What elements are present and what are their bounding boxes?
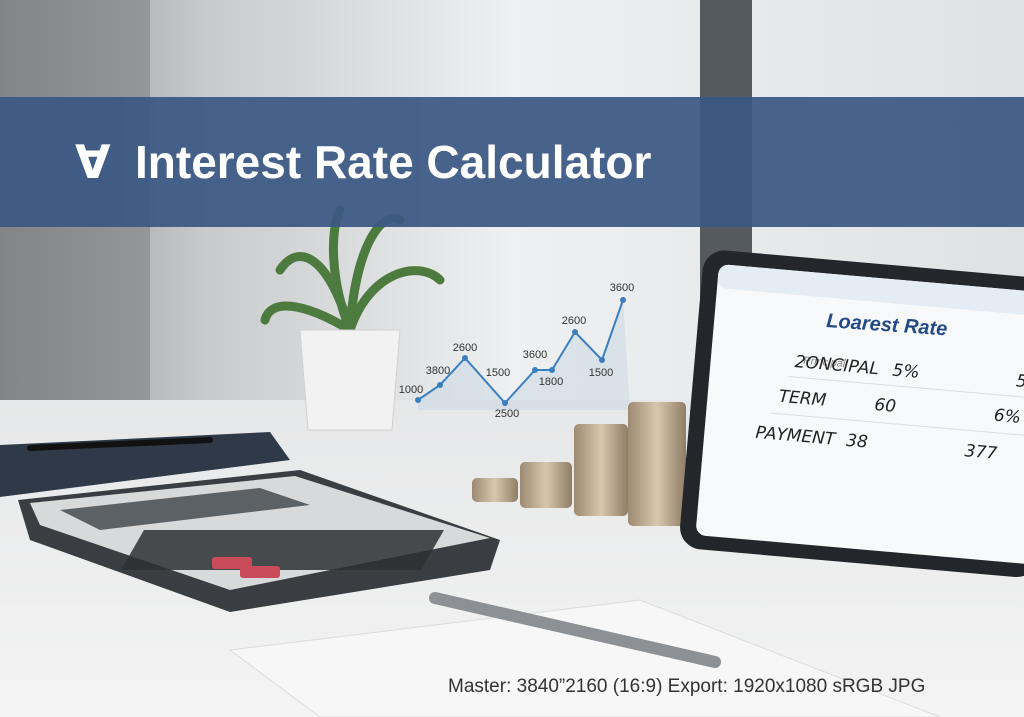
chart-label: 3600 <box>523 349 547 361</box>
row-cell: 377 <box>964 441 998 464</box>
chart-label: 1800 <box>539 376 563 388</box>
decor-path <box>27 437 213 451</box>
chart-label: 2500 <box>495 408 519 420</box>
row-cell: 6% <box>993 406 1022 428</box>
row-cell: 5 <box>1015 371 1024 392</box>
decor-rect <box>574 424 628 516</box>
decor-path <box>260 205 445 335</box>
row-cell: 60 <box>874 395 897 417</box>
decor-circle <box>549 367 555 373</box>
chart-label: 1000 <box>399 384 423 396</box>
decor-path <box>60 488 310 530</box>
calculator <box>18 470 500 612</box>
decor-rect <box>120 530 445 570</box>
banner-icon: ∀ <box>75 136 111 188</box>
decor-path <box>299 329 401 431</box>
chart-label: 3600 <box>610 282 634 294</box>
decor-rect <box>520 462 572 508</box>
decor-circle <box>415 397 421 403</box>
plant <box>260 205 445 431</box>
decor-g <box>415 297 626 406</box>
decor-path <box>418 300 630 410</box>
decor-rect <box>212 557 252 569</box>
decor-rect <box>628 402 686 526</box>
decor-rect <box>472 478 518 502</box>
paper-and-pen <box>228 592 941 717</box>
decor-circle <box>437 382 443 388</box>
chart-label: 1500 <box>589 367 613 379</box>
chart-label: 2600 <box>562 315 586 327</box>
banner <box>0 97 1024 227</box>
decor-circle <box>502 400 508 406</box>
chart-label: 2600 <box>453 342 477 354</box>
coin-stacks <box>472 402 686 526</box>
caption: Master: 3840”2160 (16:9) Export: 1920x10… <box>448 676 925 697</box>
decor-rect <box>240 566 280 578</box>
floating-chart: 1000 3800 2600 1500 2500 3600 1800 2600 … <box>399 282 634 420</box>
decor-circle <box>532 367 538 373</box>
notebook <box>0 432 290 497</box>
decor-circle <box>620 297 626 303</box>
row-divider <box>788 375 1024 400</box>
decor-circle <box>462 355 468 361</box>
decor-rect <box>696 264 1024 564</box>
tablet-subtitle: Principal <box>803 355 846 370</box>
chart-label: 1500 <box>486 367 510 379</box>
banner-title: Interest Rate Calculator <box>135 136 651 188</box>
decor-rect <box>717 264 1024 317</box>
row-divider <box>770 412 1024 438</box>
decor-g <box>120 530 445 570</box>
decor-circle <box>599 357 605 363</box>
decor-path <box>429 592 721 668</box>
decor-circle <box>572 329 578 335</box>
tablet <box>680 250 1024 578</box>
row-cell: 38 <box>845 431 868 453</box>
chart-label: 3800 <box>426 365 450 377</box>
row-cell: 5% <box>892 361 921 383</box>
row-label: TERM <box>778 387 827 411</box>
